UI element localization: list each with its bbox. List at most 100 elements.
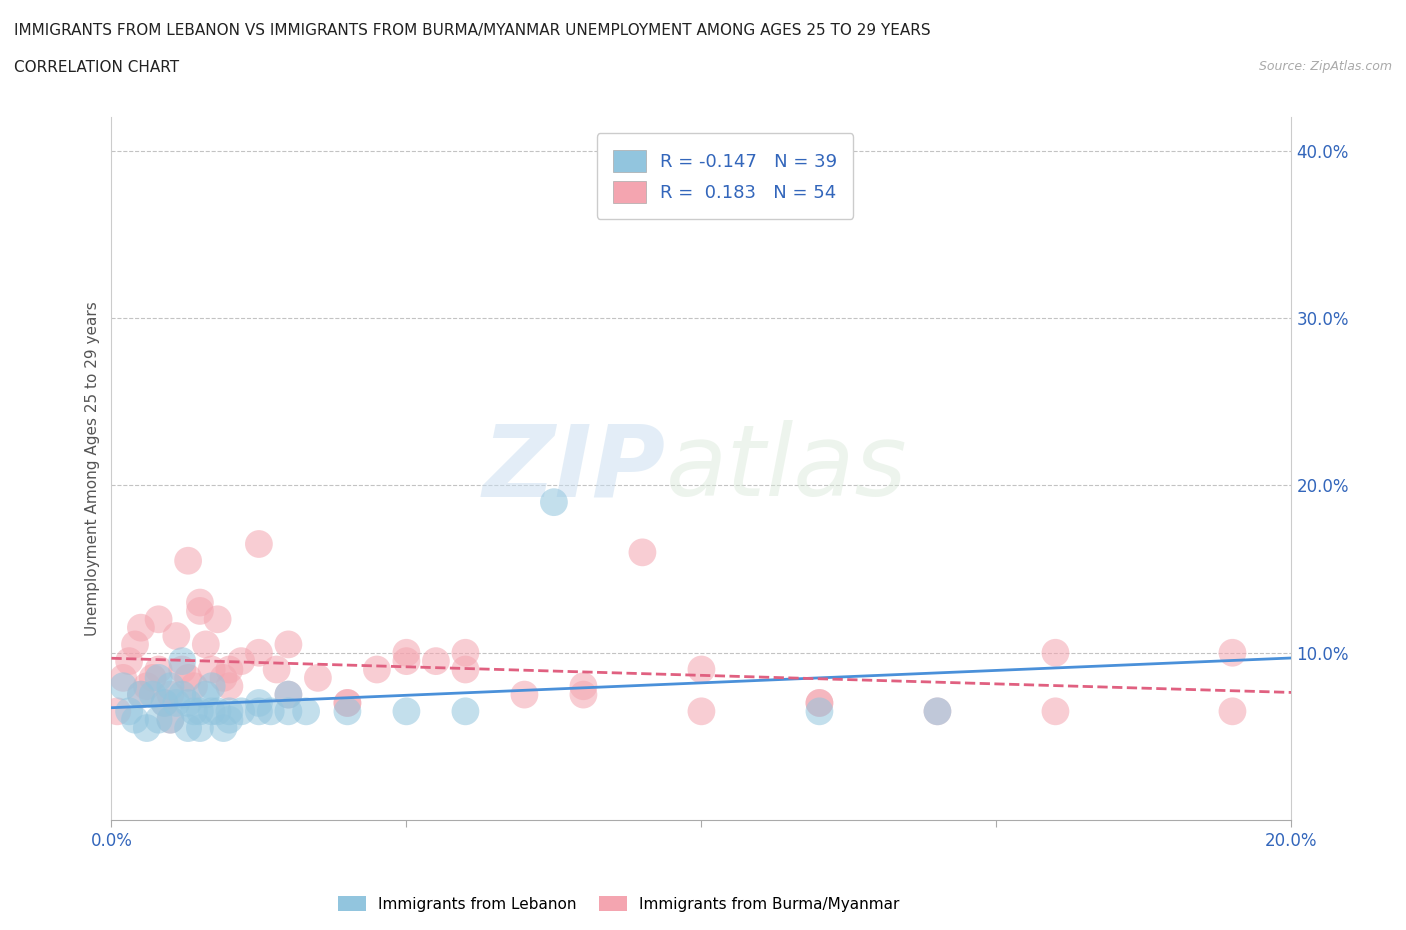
- Point: [165, 629, 187, 644]
- Point: [177, 553, 200, 568]
- Point: [395, 654, 418, 669]
- Point: [366, 662, 388, 677]
- Point: [425, 654, 447, 669]
- Point: [218, 679, 240, 694]
- Point: [188, 721, 211, 736]
- Point: [207, 612, 229, 627]
- Point: [247, 645, 270, 660]
- Point: [277, 704, 299, 719]
- Point: [247, 537, 270, 551]
- Point: [177, 696, 200, 711]
- Point: [231, 704, 253, 719]
- Point: [454, 662, 477, 677]
- Point: [690, 704, 713, 719]
- Point: [207, 704, 229, 719]
- Point: [690, 662, 713, 677]
- Point: [231, 654, 253, 669]
- Point: [247, 696, 270, 711]
- Point: [277, 687, 299, 702]
- Point: [112, 671, 135, 685]
- Point: [177, 721, 200, 736]
- Point: [159, 679, 181, 694]
- Point: [336, 696, 359, 711]
- Point: [1222, 645, 1244, 660]
- Point: [153, 696, 176, 711]
- Y-axis label: Unemployment Among Ages 25 to 29 years: Unemployment Among Ages 25 to 29 years: [86, 301, 100, 636]
- Point: [172, 662, 194, 677]
- Point: [201, 662, 224, 677]
- Point: [572, 687, 595, 702]
- Point: [188, 704, 211, 719]
- Point: [808, 696, 831, 711]
- Point: [295, 704, 318, 719]
- Point: [1222, 704, 1244, 719]
- Point: [148, 662, 170, 677]
- Point: [927, 704, 949, 719]
- Point: [105, 704, 128, 719]
- Point: [172, 654, 194, 669]
- Point: [148, 671, 170, 685]
- Point: [159, 712, 181, 727]
- Point: [631, 545, 654, 560]
- Point: [808, 704, 831, 719]
- Legend: Immigrants from Lebanon, Immigrants from Burma/Myanmar: Immigrants from Lebanon, Immigrants from…: [332, 889, 905, 918]
- Point: [148, 612, 170, 627]
- Point: [266, 662, 288, 677]
- Point: [153, 696, 176, 711]
- Point: [194, 637, 217, 652]
- Point: [112, 679, 135, 694]
- Point: [183, 704, 205, 719]
- Point: [148, 712, 170, 727]
- Point: [135, 721, 157, 736]
- Point: [454, 645, 477, 660]
- Point: [135, 679, 157, 694]
- Text: IMMIGRANTS FROM LEBANON VS IMMIGRANTS FROM BURMA/MYANMAR UNEMPLOYMENT AMONG AGES: IMMIGRANTS FROM LEBANON VS IMMIGRANTS FR…: [14, 23, 931, 38]
- Point: [188, 595, 211, 610]
- Point: [124, 712, 146, 727]
- Text: atlas: atlas: [666, 420, 908, 517]
- Point: [194, 687, 217, 702]
- Point: [183, 679, 205, 694]
- Point: [218, 712, 240, 727]
- Point: [129, 620, 152, 635]
- Point: [277, 637, 299, 652]
- Point: [513, 687, 536, 702]
- Point: [395, 645, 418, 660]
- Point: [212, 671, 235, 685]
- Point: [159, 712, 181, 727]
- Point: [572, 679, 595, 694]
- Point: [124, 637, 146, 652]
- Point: [1045, 704, 1067, 719]
- Text: CORRELATION CHART: CORRELATION CHART: [14, 60, 179, 75]
- Text: Source: ZipAtlas.com: Source: ZipAtlas.com: [1258, 60, 1392, 73]
- Point: [277, 687, 299, 702]
- Point: [118, 704, 141, 719]
- Legend: R = -0.147   N = 39, R =  0.183   N = 54: R = -0.147 N = 39, R = 0.183 N = 54: [596, 133, 853, 219]
- Point: [212, 721, 235, 736]
- Point: [247, 704, 270, 719]
- Point: [307, 671, 329, 685]
- Point: [454, 704, 477, 719]
- Point: [336, 704, 359, 719]
- Point: [1045, 645, 1067, 660]
- Point: [142, 671, 165, 685]
- Point: [165, 696, 187, 711]
- Point: [129, 687, 152, 702]
- Point: [260, 704, 283, 719]
- Point: [129, 687, 152, 702]
- Point: [808, 696, 831, 711]
- Point: [218, 662, 240, 677]
- Point: [218, 704, 240, 719]
- Point: [177, 671, 200, 685]
- Point: [543, 495, 565, 510]
- Point: [336, 696, 359, 711]
- Point: [172, 687, 194, 702]
- Point: [188, 604, 211, 618]
- Point: [927, 704, 949, 719]
- Point: [201, 704, 224, 719]
- Point: [142, 687, 165, 702]
- Point: [201, 679, 224, 694]
- Point: [395, 704, 418, 719]
- Point: [159, 687, 181, 702]
- Point: [118, 654, 141, 669]
